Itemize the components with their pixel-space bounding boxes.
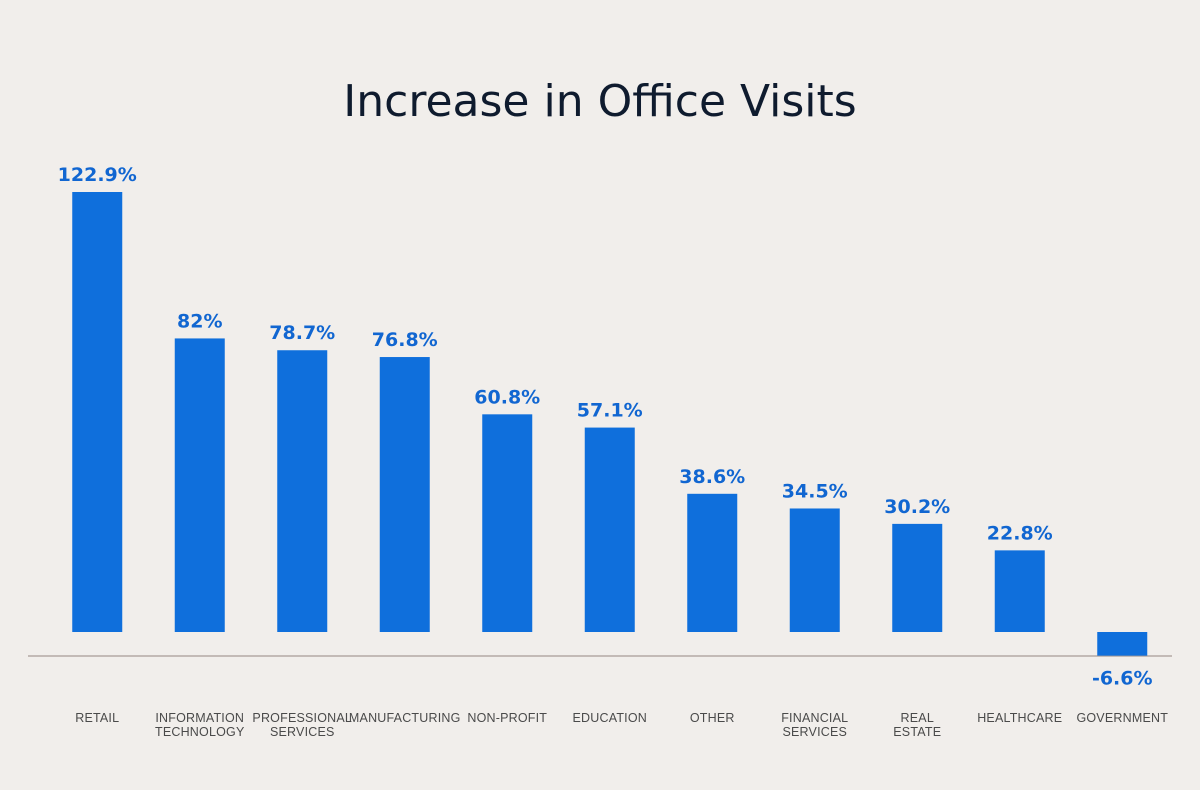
bar-value-label: 82% xyxy=(177,310,222,332)
category-label: OTHER xyxy=(690,711,735,725)
bar-value-label: 76.8% xyxy=(372,329,438,351)
category-label: MANUFACTURING xyxy=(349,711,461,725)
bar-information-technology xyxy=(174,338,225,632)
category-label: EDUCATION xyxy=(573,711,648,725)
bar-value-label: -6.6% xyxy=(1092,668,1153,690)
bar-other xyxy=(687,493,738,632)
bar-value-label: 34.5% xyxy=(782,480,848,502)
category-label: RETAIL xyxy=(75,711,119,725)
category-label: REAL ESTATE xyxy=(893,711,941,739)
category-label: FINANCIAL SERVICES xyxy=(781,711,848,739)
category-label: INFORMATION TECHNOLOGY xyxy=(155,711,245,739)
value-labels-group: 122.9% 82% 78.7% 76.8% 60.8% 57.1% 38.6% 34.5% 3… xyxy=(58,164,1153,690)
bar-government xyxy=(1097,632,1148,656)
bar-value-label: 38.6% xyxy=(679,466,745,488)
bar-healthcare xyxy=(994,550,1045,632)
bars-group xyxy=(72,192,1148,656)
bar-manufacturing xyxy=(379,357,430,632)
category-label: PROFESSIONAL SERVICES xyxy=(252,711,352,739)
chart-title: Increase in Office Visits xyxy=(343,76,856,127)
category-label: GOVERNMENT xyxy=(1076,711,1168,725)
bar-value-label: 22.8% xyxy=(987,522,1053,544)
bar-value-label: 122.9% xyxy=(58,164,137,186)
bar-retail xyxy=(72,192,123,632)
bar-value-label: 30.2% xyxy=(884,496,950,518)
bar-financial-services xyxy=(789,508,840,632)
bar-non-profit xyxy=(482,414,533,632)
category-label: NON-PROFIT xyxy=(467,711,547,725)
category-label: HEALTHCARE xyxy=(977,711,1062,725)
bar-value-label: 60.8% xyxy=(474,386,540,408)
bar-real-estate xyxy=(892,523,943,632)
bar-education xyxy=(584,427,635,632)
bar-value-label: 78.7% xyxy=(269,322,335,344)
bar-value-label: 57.1% xyxy=(577,400,643,422)
bar-professional-services xyxy=(277,350,328,632)
